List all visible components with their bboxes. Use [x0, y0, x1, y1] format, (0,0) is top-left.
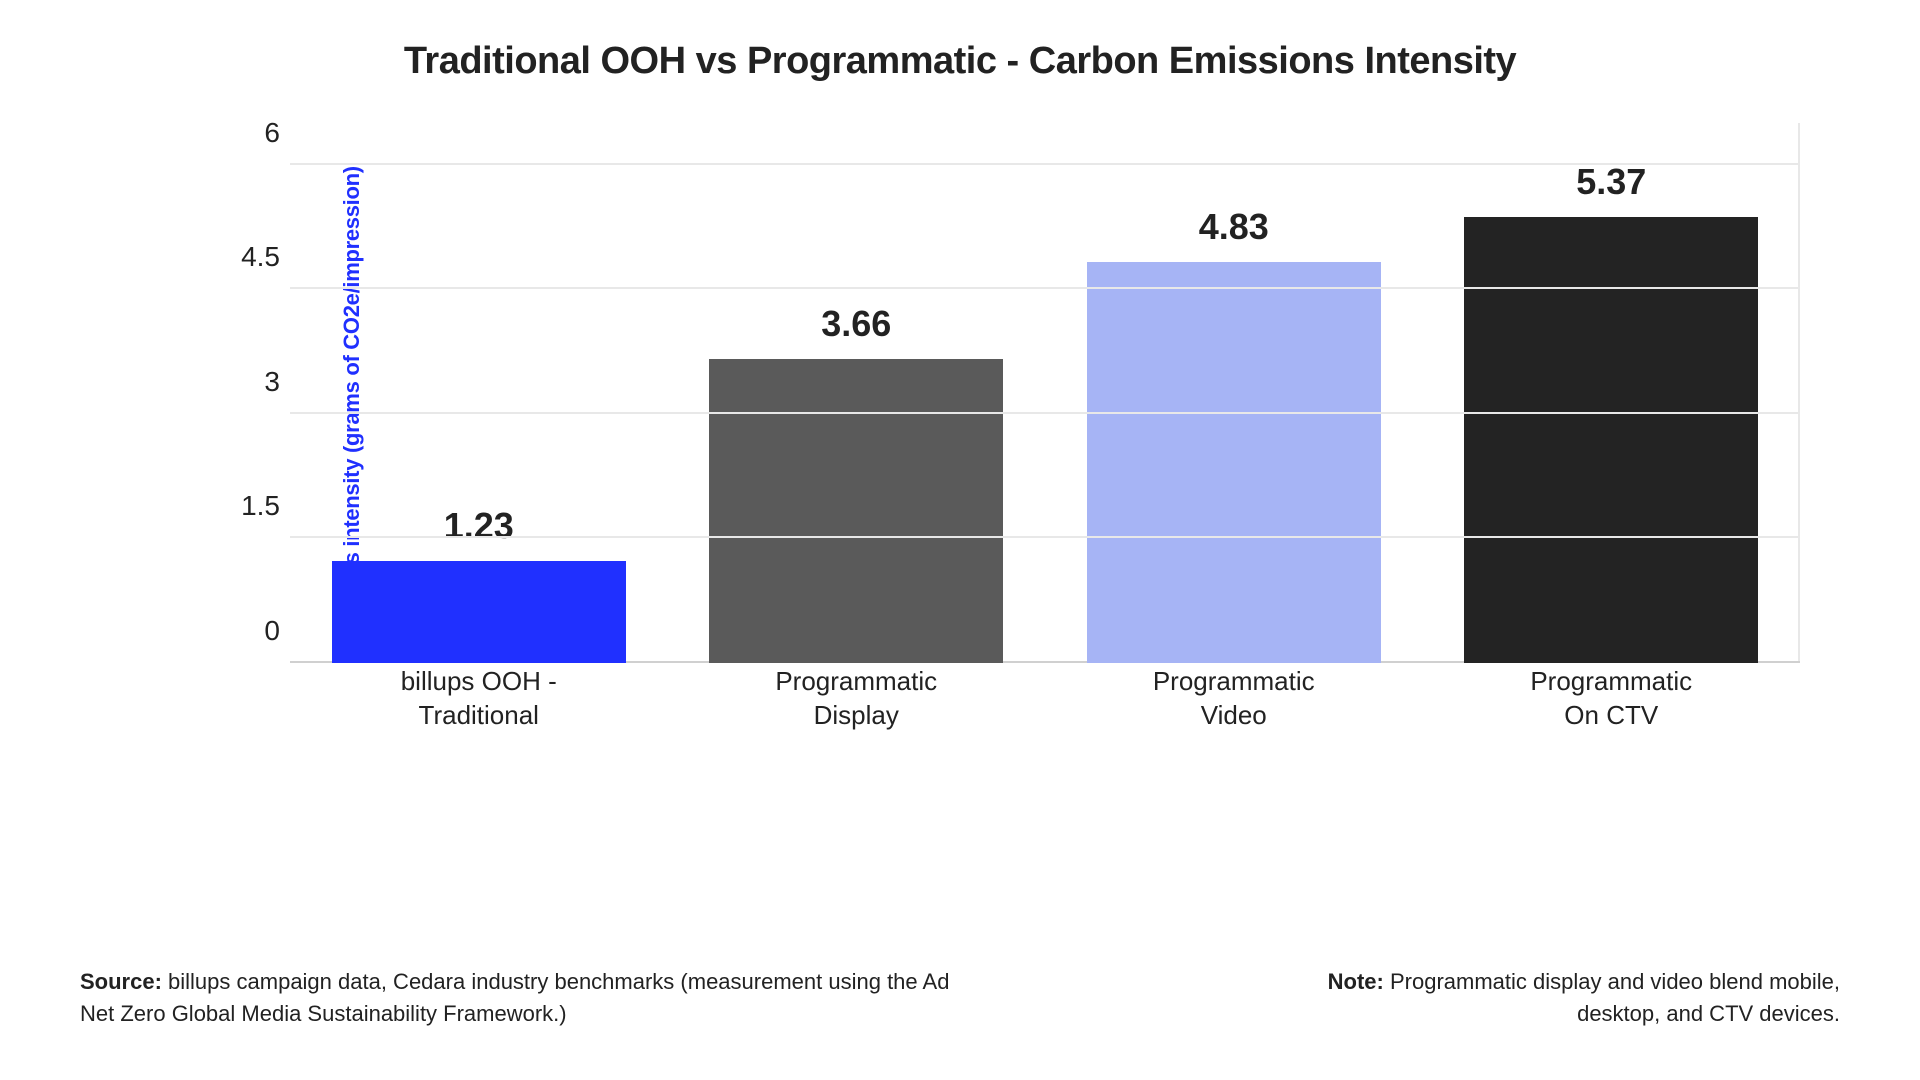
source-label: Source: — [80, 969, 162, 994]
y-tick-label: 1.5 — [230, 490, 280, 522]
plot-wrap: Emissions intensity (grams of CO2e/impre… — [200, 123, 1800, 703]
x-axis-label: billups OOH - Traditional — [290, 665, 668, 733]
y-tick-label: 4.5 — [230, 241, 280, 273]
chart-footer: Source: billups campaign data, Cedara in… — [80, 966, 1840, 1030]
bar-slot: 1.23 — [290, 123, 668, 663]
gridline — [290, 163, 1800, 165]
gridline — [290, 412, 1800, 414]
y-tick-label: 6 — [230, 117, 280, 149]
chart-container: Traditional OOH vs Programmatic - Carbon… — [80, 40, 1840, 940]
footer-source: Source: billups campaign data, Cedara in… — [80, 966, 980, 1030]
bars-group: 1.23 3.66 4.83 5.37 — [290, 123, 1800, 663]
bar — [1464, 217, 1758, 663]
bar-slot: 3.66 — [668, 123, 1046, 663]
x-axis-label: Programmatic Display — [668, 665, 1046, 733]
bar-value-label: 5.37 — [1576, 161, 1646, 203]
bar-value-label: 1.23 — [444, 505, 514, 547]
x-axis-label: Programmatic Video — [1045, 665, 1423, 733]
plot-area: 1.23 3.66 4.83 5.37 — [290, 123, 1800, 663]
bar — [1087, 262, 1381, 663]
gridline — [290, 536, 1800, 538]
bar — [332, 561, 626, 663]
x-axis-labels: billups OOH - TraditionalProgrammatic Di… — [290, 665, 1800, 733]
y-tick-label: 0 — [230, 615, 280, 647]
bar-value-label: 4.83 — [1199, 206, 1269, 248]
bar-value-label: 3.66 — [821, 303, 891, 345]
note-text: Programmatic display and video blend mob… — [1384, 969, 1840, 1026]
source-text: billups campaign data, Cedara industry b… — [80, 969, 949, 1026]
gridline — [290, 287, 1800, 289]
bar — [709, 359, 1003, 663]
x-axis-label: Programmatic On CTV — [1423, 665, 1801, 733]
bar-slot: 4.83 — [1045, 123, 1423, 663]
y-tick-label: 3 — [230, 366, 280, 398]
bar-slot: 5.37 — [1423, 123, 1801, 663]
chart-title: Traditional OOH vs Programmatic - Carbon… — [80, 40, 1840, 83]
note-label: Note: — [1328, 969, 1384, 994]
footer-note: Note: Programmatic display and video ble… — [1240, 966, 1840, 1030]
